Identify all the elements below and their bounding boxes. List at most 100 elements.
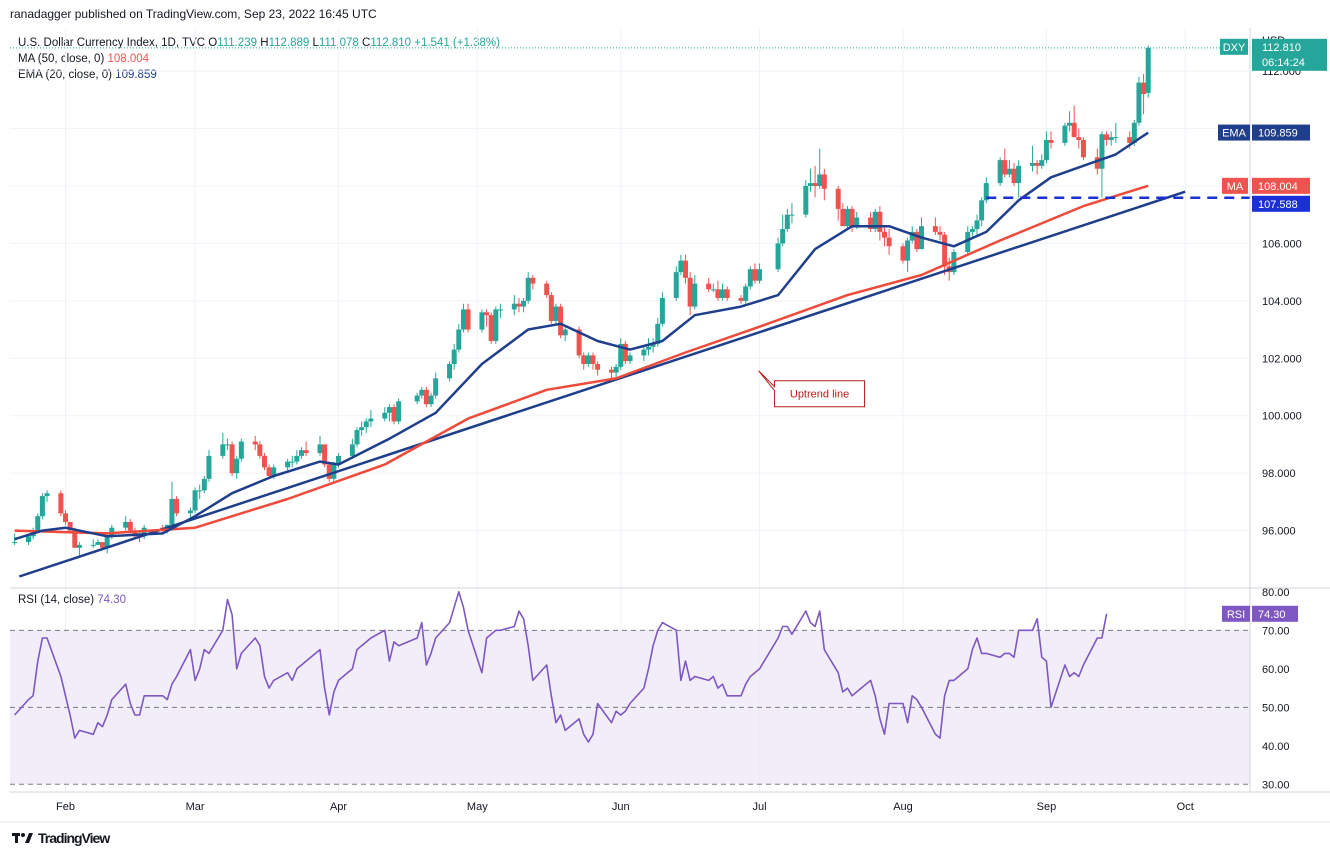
candle-body [414, 395, 420, 402]
y-tick-label: 108.000 [1262, 181, 1302, 193]
candle-body [807, 183, 813, 186]
rsi-legend-value: 74.30 [97, 594, 127, 606]
x-tick-label: Feb [56, 801, 75, 813]
candle-body [678, 260, 684, 273]
candle-body [58, 493, 64, 514]
candle-body [969, 229, 975, 232]
candle-body [187, 510, 193, 514]
candle-body [428, 395, 434, 405]
candle-body [368, 418, 374, 422]
candle-body [720, 289, 726, 298]
ma-legend-row[interactable]: MA (50, close, 0) 108.004 [18, 51, 500, 67]
candle-body [460, 309, 466, 330]
candle-body [683, 260, 689, 278]
candle-body [965, 231, 971, 252]
candle-body [317, 444, 323, 454]
support-price-text: 107.588 [1258, 199, 1298, 211]
countdown-text: 06:14:24 [1262, 57, 1305, 69]
candle-body [174, 498, 180, 514]
candle-body [618, 343, 624, 367]
candle-body [835, 188, 841, 209]
candle-body [137, 536, 143, 538]
candle-body [511, 303, 517, 310]
candle-body [715, 289, 721, 298]
y-tick-label: 106.000 [1262, 238, 1302, 250]
candle-body [812, 183, 818, 186]
candle-body [100, 542, 106, 548]
candle-body [710, 289, 716, 291]
high-value: 112.889 [268, 37, 310, 49]
ma-legend-value: 108.004 [107, 53, 150, 65]
candle-body [951, 252, 957, 273]
candle-body [946, 266, 952, 273]
rsi-tag-text: RSI [1227, 609, 1245, 621]
support-price-box [1252, 195, 1310, 212]
x-tick-label: Oct [1177, 801, 1194, 813]
candle-body [595, 364, 601, 370]
candle-body [359, 427, 365, 431]
candle-body [349, 444, 355, 456]
candle-body [544, 283, 550, 296]
ema-price-box [1252, 124, 1310, 141]
candle-body [1067, 122, 1073, 126]
candle-body [396, 401, 402, 422]
candle-body [706, 283, 712, 290]
candle-body [12, 542, 18, 544]
rsi-background [10, 629, 1250, 785]
candle-body [590, 355, 596, 364]
candle-body [1076, 137, 1082, 140]
candle-body [752, 269, 758, 281]
candle-body [303, 450, 309, 454]
ema-price-text: 109.859 [1258, 128, 1298, 140]
high-label: H [260, 37, 269, 49]
candle-body [197, 490, 203, 492]
candle-body [997, 160, 1003, 184]
publisher-info: ranadagger published on TradingView.com,… [10, 7, 377, 21]
candle-body [257, 444, 263, 456]
candle-body [942, 234, 948, 267]
y-tick-label: 112.000 [1262, 66, 1301, 78]
candle-body [261, 455, 267, 468]
candle-body [493, 309, 499, 342]
candle-body [63, 513, 69, 522]
candle-body [484, 312, 490, 316]
uptrend-callout-box [758, 370, 866, 408]
candle-body [585, 355, 591, 364]
candle-body [76, 544, 82, 548]
candle-body [854, 217, 860, 227]
rsi-y-tick-label: 70.00 [1262, 625, 1290, 637]
candle-body [456, 329, 462, 350]
candle-body [1094, 157, 1100, 169]
candle-body [234, 458, 240, 474]
candle-body [692, 283, 698, 307]
dxy-tag [1220, 38, 1248, 55]
ema-legend-row[interactable]: EMA (20, close, 0) 109.859 [18, 67, 500, 83]
candle-body [451, 349, 457, 364]
candle-body [391, 407, 397, 422]
candle-body [465, 309, 471, 330]
symbol-name[interactable]: U.S. Dollar Currency Index, 1D, TVC [18, 37, 206, 49]
candle-body [1006, 168, 1012, 175]
candle-body [1062, 125, 1068, 143]
rsi-y-tick-label: 50.00 [1262, 702, 1290, 714]
rsi-line [14, 591, 1108, 743]
x-tick-label: Sep [1037, 801, 1057, 813]
candle-body [872, 211, 878, 230]
rsi-tag [1222, 605, 1250, 622]
candle-body [1145, 47, 1151, 93]
candle-body [659, 297, 665, 324]
footer-brand: TradingView [38, 830, 110, 846]
x-tick-label: Apr [330, 801, 347, 813]
candle-body [548, 295, 554, 321]
candle-body [803, 185, 809, 215]
y-tick-label: 104.000 [1262, 296, 1302, 308]
candle-body [780, 229, 786, 244]
candle-body [974, 220, 980, 230]
candle-body [613, 366, 619, 373]
candle-body [1030, 162, 1036, 166]
x-tick-label: Aug [893, 801, 913, 813]
candle-body [738, 297, 744, 301]
candle-body [354, 430, 360, 445]
rsi-legend[interactable]: RSI (14, close) 74.30 [18, 594, 126, 606]
